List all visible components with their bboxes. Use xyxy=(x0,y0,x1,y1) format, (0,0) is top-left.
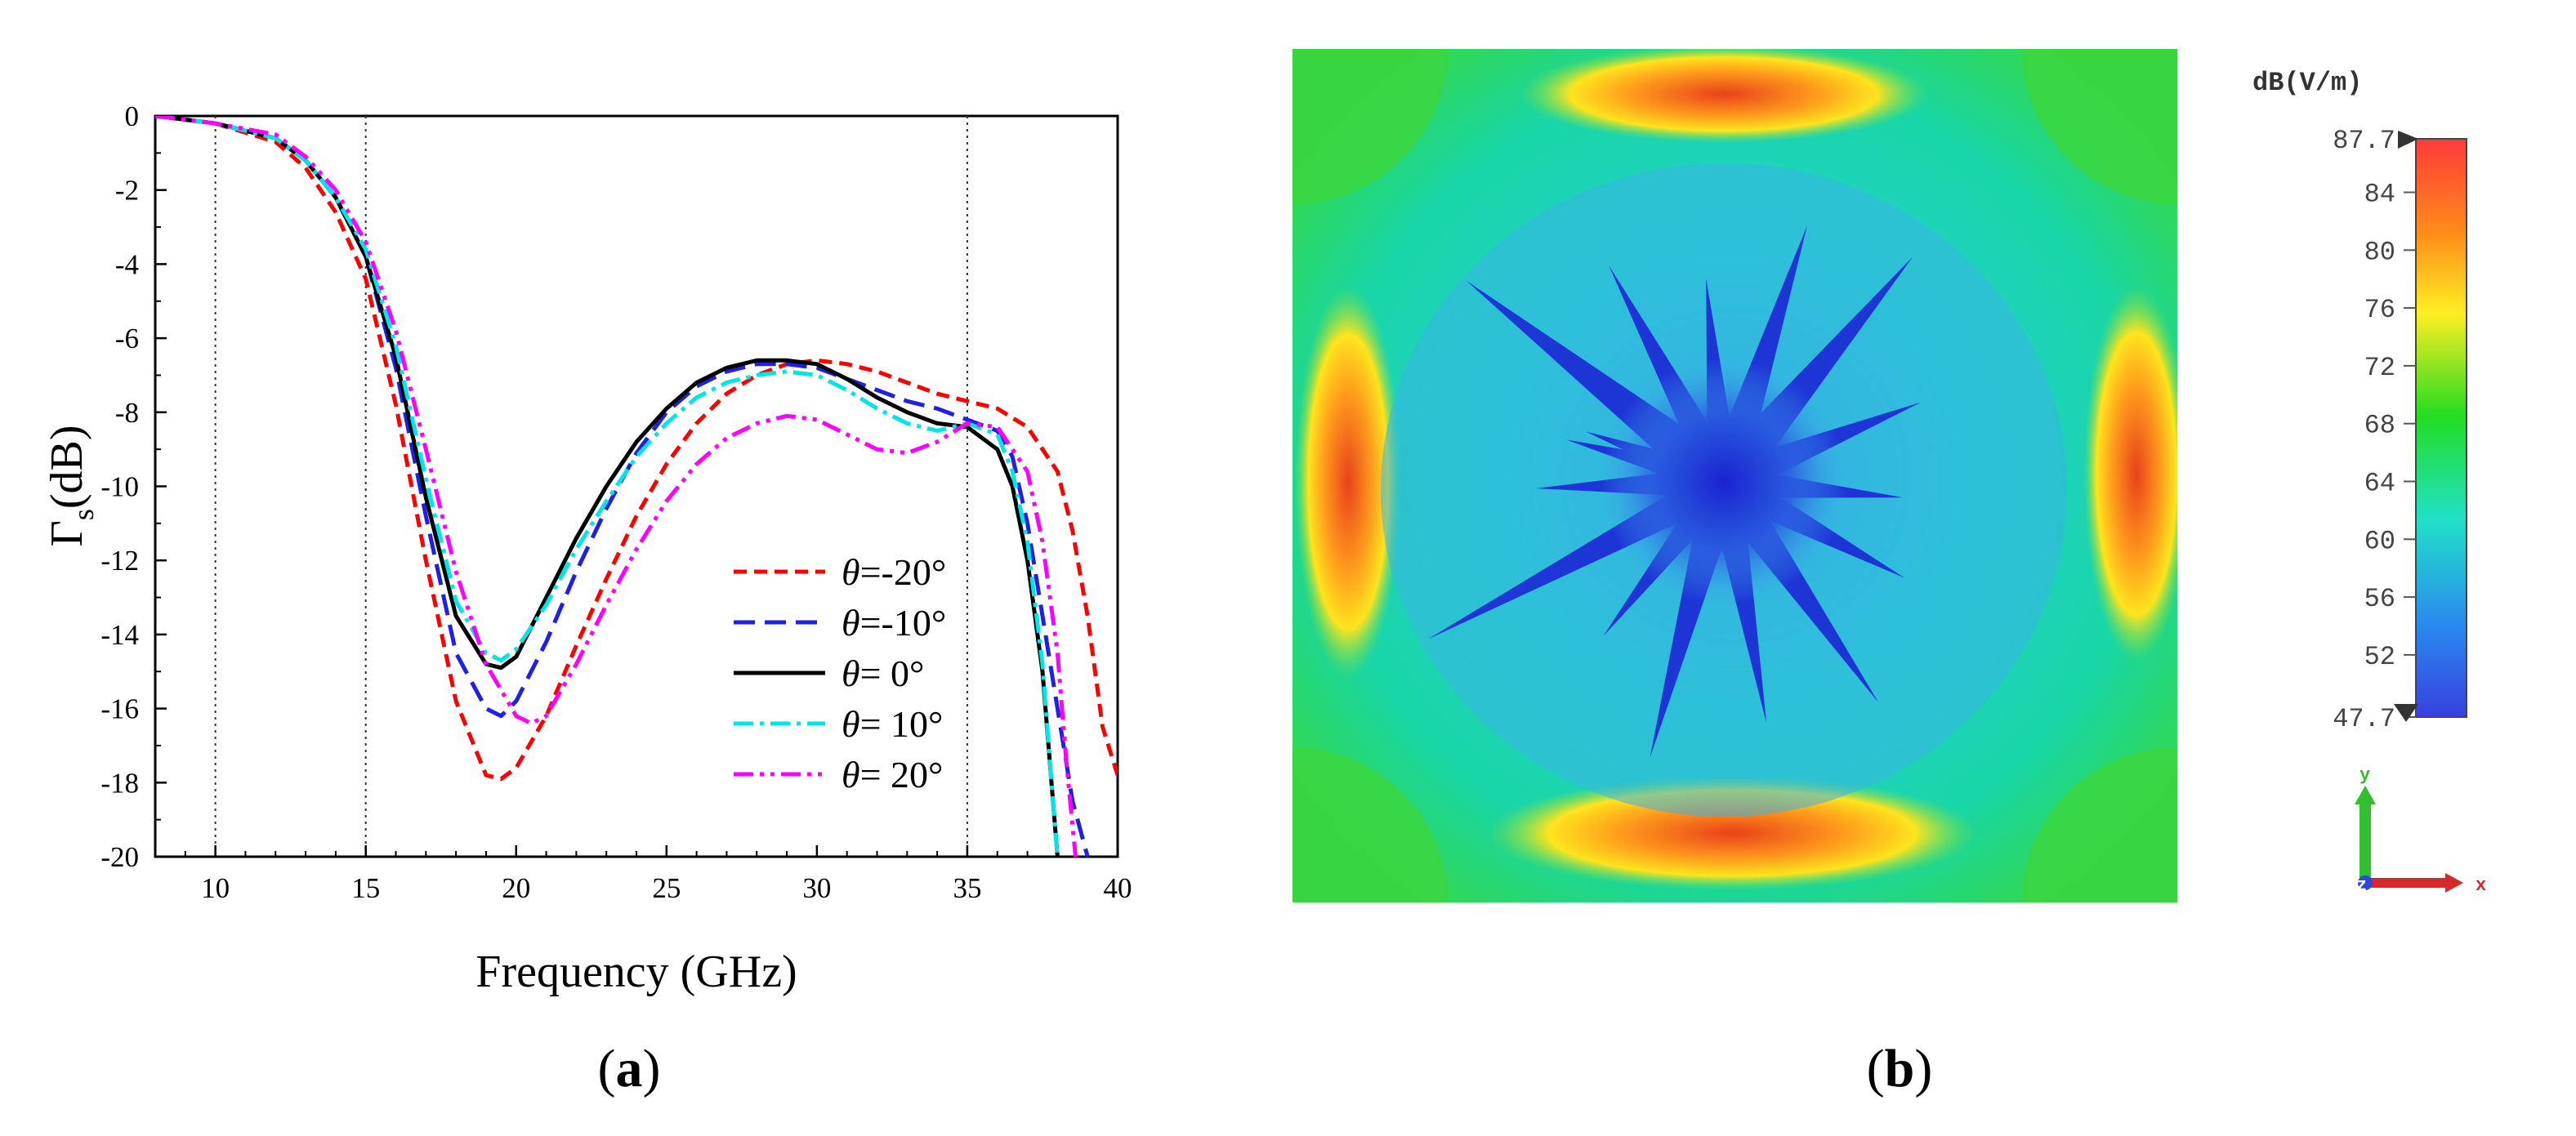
x-tick-label-20: 20 xyxy=(502,872,530,904)
legend-value-1: =-10° xyxy=(860,602,947,644)
y-tick-label--2: -2 xyxy=(115,175,139,207)
series-line-1 xyxy=(155,116,1090,857)
legend: θ=-20°θ=-10°θ= 0°θ= 10°θ= 20° xyxy=(734,551,946,795)
caption-b-letter: b xyxy=(1885,1039,1915,1098)
legend-label-2: θ= 0° xyxy=(842,653,924,694)
colorbar-label-0: 87.7 xyxy=(2333,126,2395,156)
x-tick-label-10: 10 xyxy=(201,872,230,904)
field-image xyxy=(1292,49,2177,902)
y-label-gamma: Γ xyxy=(42,520,92,546)
legend-value-2: = 0° xyxy=(860,653,925,694)
legend-value-3: = 10° xyxy=(860,703,944,745)
y-tick-label-0: 0 xyxy=(125,100,140,132)
legend-label-4: θ= 20° xyxy=(842,754,943,795)
colorbar-label-9: 52 xyxy=(2364,642,2395,672)
y-label-unit: (dB) xyxy=(42,425,92,509)
colorbar-label-10: 47.7 xyxy=(2333,704,2395,734)
triad-x-head xyxy=(2445,873,2463,893)
y-tick-label--18: -18 xyxy=(100,767,139,799)
y-tick-label--4: -4 xyxy=(115,248,139,280)
series-line-0 xyxy=(155,116,1118,782)
field-corner-bl xyxy=(1292,747,1448,902)
colorbar-label-5: 68 xyxy=(2364,411,2395,441)
field-corner-tl xyxy=(1292,49,1448,204)
caption-a: (a) xyxy=(598,1039,661,1098)
legend-label-0: θ=-20° xyxy=(842,551,946,593)
colorbar-min-marker xyxy=(2394,704,2418,722)
legend-value-4: = 20° xyxy=(860,754,944,795)
triad-y-label: y xyxy=(2359,765,2370,786)
hot-band-left xyxy=(1295,286,1401,678)
colorbar-unit: dB(V/m) xyxy=(2252,68,2362,98)
triad-x-label: x xyxy=(2476,875,2486,896)
y-axis-label: Γs(dB) xyxy=(42,425,100,546)
axis-ticks: 10 15 20 25 30 35 40 0 -2 -4 -6 -8 -10 -12 -14 -16 -18 -2… xyxy=(100,100,1132,904)
series-line-3 xyxy=(155,116,1060,857)
colorbar-label-7: 60 xyxy=(2364,526,2395,556)
field-corner-br xyxy=(2022,747,2177,902)
x-tick-label-25: 25 xyxy=(652,872,681,904)
colorbar-label-8: 56 xyxy=(2364,584,2395,614)
y-tick-label--14: -14 xyxy=(100,619,139,651)
axis-triad: y x z xyxy=(2355,765,2486,896)
field-core xyxy=(1601,359,1846,604)
colorbar-label-3: 76 xyxy=(2364,295,2395,325)
colorbar-label-2: 80 xyxy=(2364,237,2395,267)
hot-band-right xyxy=(2083,286,2177,662)
legend-theta-4: θ xyxy=(842,754,860,795)
colorbar-ticks: 87.7 84 80 76 72 68 64 60 56 52 47.7 xyxy=(2333,126,2416,734)
reference-lines xyxy=(214,116,968,857)
colorbar-label-4: 72 xyxy=(2364,353,2395,383)
plot-frame xyxy=(154,114,1119,858)
triad-y-head xyxy=(2355,786,2376,804)
y-tick-label--12: -12 xyxy=(100,545,139,577)
hot-band-top xyxy=(1520,49,1928,143)
legend-value-0: =-20° xyxy=(860,551,947,593)
y-tick-label--20: -20 xyxy=(100,841,139,873)
legend-label-1: θ=-10° xyxy=(842,602,946,644)
series-line-2 xyxy=(155,116,1060,857)
colorbar-label-1: 84 xyxy=(2364,179,2395,209)
legend-theta-0: θ xyxy=(842,551,860,593)
y-tick-label--8: -8 xyxy=(115,397,139,429)
triad-z-label: z xyxy=(2356,875,2367,896)
hot-band-bottom xyxy=(1487,776,1977,890)
panel-a-chart: 10 15 20 25 30 35 40 0 -2 -4 -6 -8 -10 -12 -14 -16 -18 -2… xyxy=(42,100,1132,1098)
triad-origin xyxy=(2358,875,2373,890)
x-axis-label: Frequency (GHz) xyxy=(475,947,797,997)
x-tick-label-40: 40 xyxy=(1104,872,1132,904)
x-tick-label-35: 35 xyxy=(953,872,981,904)
legend-theta-1: θ xyxy=(842,602,860,644)
caption-a-letter: a xyxy=(616,1039,643,1098)
x-tick-label-15: 15 xyxy=(351,872,380,904)
y-tick-label--10: -10 xyxy=(100,471,139,503)
colorbar-gradient xyxy=(2415,138,2467,718)
y-tick-label--6: -6 xyxy=(115,323,139,354)
field-corner-tr xyxy=(2022,49,2177,204)
triad-x-arrow xyxy=(2365,878,2447,888)
legend-label-3: θ= 10° xyxy=(842,703,943,745)
y-tick-label--16: -16 xyxy=(100,693,139,725)
y-label-subscript: s xyxy=(67,509,100,520)
colorbar-label-6: 64 xyxy=(2364,468,2395,498)
series-group xyxy=(155,116,1118,857)
x-tick-label-30: 30 xyxy=(802,872,831,904)
legend-theta-3: θ xyxy=(842,703,860,745)
caption-b: (b) xyxy=(1867,1039,1933,1098)
series-line-4 xyxy=(155,116,1078,857)
panel-b-field-map: dB(V/m) 87.7 84 80 76 72 68 64 60 56 52 47.7 y x z… xyxy=(1292,49,2486,1098)
legend-theta-2: θ xyxy=(842,653,860,694)
triad-y-arrow xyxy=(2359,803,2371,878)
svg-text:Γs(dB): Γs(dB) xyxy=(42,425,100,546)
colorbar-max-marker xyxy=(2398,131,2418,149)
